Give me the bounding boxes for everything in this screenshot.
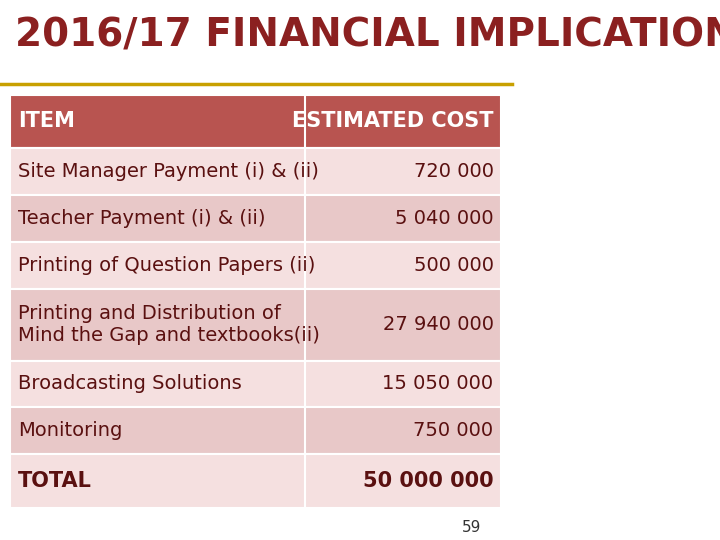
Text: 720 000: 720 000 [413, 161, 494, 181]
Text: Teacher Payment (i) & (ii): Teacher Payment (i) & (ii) [18, 208, 266, 228]
Text: Monitoring: Monitoring [18, 421, 122, 441]
Text: 50 000 000: 50 000 000 [363, 471, 494, 491]
Text: 2016/17 FINANCIAL IMPLICATIONS: 2016/17 FINANCIAL IMPLICATIONS [15, 16, 720, 54]
Text: ESTIMATED COST: ESTIMATED COST [292, 111, 494, 131]
Text: Broadcasting Solutions: Broadcasting Solutions [18, 374, 242, 394]
Text: 27 940 000: 27 940 000 [382, 315, 494, 334]
Text: Site Manager Payment (i) & (ii): Site Manager Payment (i) & (ii) [18, 161, 319, 181]
Text: 5 040 000: 5 040 000 [395, 208, 494, 228]
FancyBboxPatch shape [10, 454, 501, 508]
FancyBboxPatch shape [10, 194, 501, 241]
FancyBboxPatch shape [10, 288, 501, 361]
Text: Printing of Question Papers (ii): Printing of Question Papers (ii) [18, 255, 315, 274]
Text: 59: 59 [462, 519, 481, 535]
Text: ITEM: ITEM [18, 111, 75, 131]
Text: TOTAL: TOTAL [18, 471, 91, 491]
Text: 15 050 000: 15 050 000 [382, 374, 494, 394]
FancyBboxPatch shape [10, 148, 501, 194]
FancyBboxPatch shape [10, 408, 501, 454]
Text: 500 000: 500 000 [413, 255, 494, 274]
Text: Printing and Distribution of
Mind the Gap and textbooks(ii): Printing and Distribution of Mind the Ga… [18, 304, 320, 345]
Text: 750 000: 750 000 [413, 421, 494, 441]
FancyBboxPatch shape [10, 94, 501, 148]
FancyBboxPatch shape [10, 361, 501, 408]
FancyBboxPatch shape [10, 241, 501, 288]
